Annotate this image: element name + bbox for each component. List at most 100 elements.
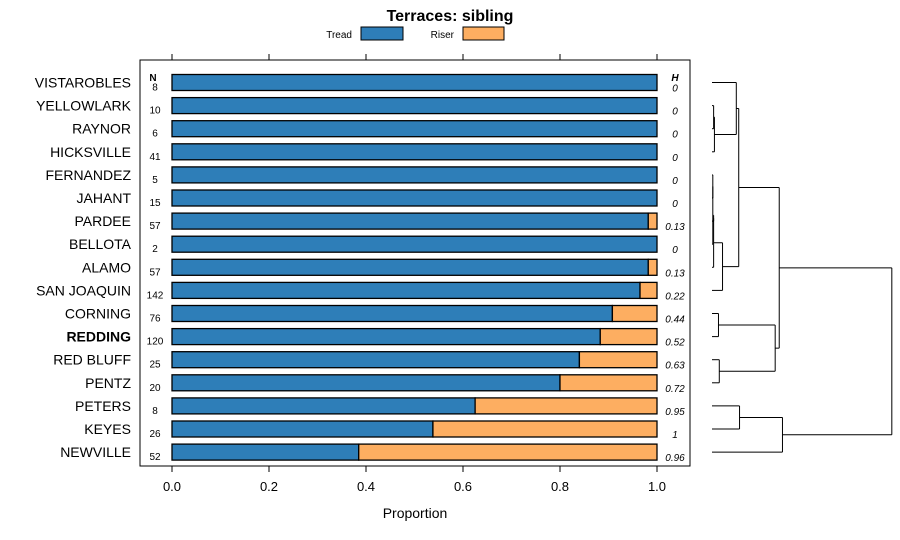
bar-tread bbox=[171, 189, 658, 207]
category-label: RAYNOR bbox=[72, 121, 131, 137]
category-label: JAHANT bbox=[77, 190, 132, 206]
bar-riser bbox=[611, 304, 658, 323]
n-value: 6 bbox=[152, 129, 158, 140]
n-value: 52 bbox=[149, 452, 161, 463]
x-tick-label: 0.4 bbox=[357, 479, 375, 494]
legend: Tread Riser bbox=[326, 26, 505, 41]
bar-tread bbox=[171, 258, 649, 276]
bar-riser bbox=[599, 327, 658, 346]
bar-riser bbox=[358, 443, 658, 461]
bar-tread bbox=[171, 420, 434, 438]
n-value: 26 bbox=[149, 429, 161, 440]
bar-riser bbox=[647, 258, 658, 276]
h-value: 0.22 bbox=[665, 291, 685, 302]
n-value: 8 bbox=[152, 83, 158, 94]
bar-tread bbox=[171, 327, 601, 346]
plot-frame bbox=[139, 59, 691, 467]
h-value: 0.44 bbox=[665, 315, 685, 326]
h-value: 0.13 bbox=[665, 222, 685, 233]
x-tick-label: 1.0 bbox=[648, 479, 666, 494]
n-value: 25 bbox=[149, 360, 161, 371]
bar-riser bbox=[432, 420, 658, 438]
x-tick-label: 0.2 bbox=[260, 479, 278, 494]
n-value: 8 bbox=[152, 406, 158, 417]
bar-tread bbox=[171, 374, 561, 392]
bar-tread bbox=[171, 166, 658, 184]
n-value: 76 bbox=[149, 314, 161, 325]
h-value: 0 bbox=[672, 153, 678, 164]
bar-riser bbox=[474, 397, 658, 415]
n-value: 15 bbox=[149, 198, 161, 209]
category-label: ALAMO bbox=[82, 259, 131, 275]
x-tick-label: 0.0 bbox=[163, 479, 181, 494]
bar-tread bbox=[171, 351, 581, 369]
category-label: KEYES bbox=[84, 421, 131, 437]
category-label: BELLOTA bbox=[69, 236, 132, 252]
category-label: VISTAROBLES bbox=[35, 75, 131, 91]
n-value: 57 bbox=[149, 267, 161, 278]
h-value: 0.63 bbox=[665, 361, 685, 372]
h-value: 0.95 bbox=[665, 407, 685, 418]
bar-tread bbox=[171, 281, 641, 300]
category-label: NEWVILLE bbox=[60, 444, 131, 460]
category-label: CORNING bbox=[65, 306, 131, 322]
category-label: SAN JOAQUIN bbox=[36, 282, 131, 298]
x-tick-label: 0.8 bbox=[551, 479, 569, 494]
bar-riser bbox=[559, 374, 658, 392]
n-value: 10 bbox=[149, 106, 161, 117]
h-value: 0 bbox=[672, 84, 678, 95]
category-label: REDDING bbox=[66, 329, 131, 345]
n-value: 41 bbox=[149, 152, 161, 163]
n-value: 5 bbox=[152, 175, 158, 186]
bar-tread bbox=[171, 120, 658, 138]
h-value: 0.52 bbox=[665, 338, 685, 349]
legend-label-riser: Riser bbox=[431, 30, 455, 41]
bar-tread bbox=[171, 73, 658, 92]
bar-tread bbox=[171, 212, 649, 230]
dendrogram bbox=[712, 82, 893, 453]
h-column-header: H bbox=[671, 73, 679, 84]
n-value: 120 bbox=[147, 337, 164, 348]
category-label: YELLOWLARK bbox=[36, 98, 132, 114]
bar-tread bbox=[171, 143, 658, 161]
h-value: 0 bbox=[672, 199, 678, 210]
x-tick-label: 0.6 bbox=[454, 479, 472, 494]
legend-swatch-tread bbox=[360, 26, 404, 41]
category-label: PARDEE bbox=[74, 213, 131, 229]
h-value: 0 bbox=[672, 245, 678, 256]
x-axis: 0.0 0.2 0.4 0.6 0.8 1.0 bbox=[163, 54, 666, 494]
n-column-header: N bbox=[149, 73, 156, 84]
legend-label-tread: Tread bbox=[326, 30, 352, 41]
category-label: PETERS bbox=[75, 398, 131, 414]
x-axis-label: Proportion bbox=[383, 505, 448, 521]
n-value: 142 bbox=[147, 290, 164, 301]
n-value: 2 bbox=[152, 244, 158, 255]
h-value: 1 bbox=[672, 430, 678, 441]
h-value: 0.96 bbox=[665, 453, 685, 464]
bar-tread bbox=[171, 235, 658, 253]
n-value: 57 bbox=[149, 221, 161, 232]
category-label: PENTZ bbox=[85, 375, 131, 391]
h-value: 0 bbox=[672, 130, 678, 141]
chart-title: Terraces: sibling bbox=[387, 8, 514, 25]
n-value: 20 bbox=[149, 383, 161, 394]
category-label: HICKSVILLE bbox=[50, 144, 131, 160]
category-label: RED BLUFF bbox=[53, 352, 131, 368]
h-value: 0 bbox=[672, 107, 678, 118]
legend-swatch-riser bbox=[462, 26, 505, 41]
bar-tread bbox=[171, 96, 658, 115]
bars-group bbox=[171, 73, 658, 461]
h-value: 0.72 bbox=[665, 384, 685, 395]
category-label: FERNANDEZ bbox=[45, 167, 131, 183]
bar-tread bbox=[171, 397, 476, 415]
bar-riser bbox=[639, 281, 658, 300]
bar-tread bbox=[171, 304, 614, 323]
bar-riser bbox=[578, 351, 658, 369]
h-value: 0.13 bbox=[665, 268, 685, 279]
bar-tread bbox=[171, 443, 360, 461]
h-value: 0 bbox=[672, 176, 678, 187]
bar-riser bbox=[647, 212, 658, 230]
